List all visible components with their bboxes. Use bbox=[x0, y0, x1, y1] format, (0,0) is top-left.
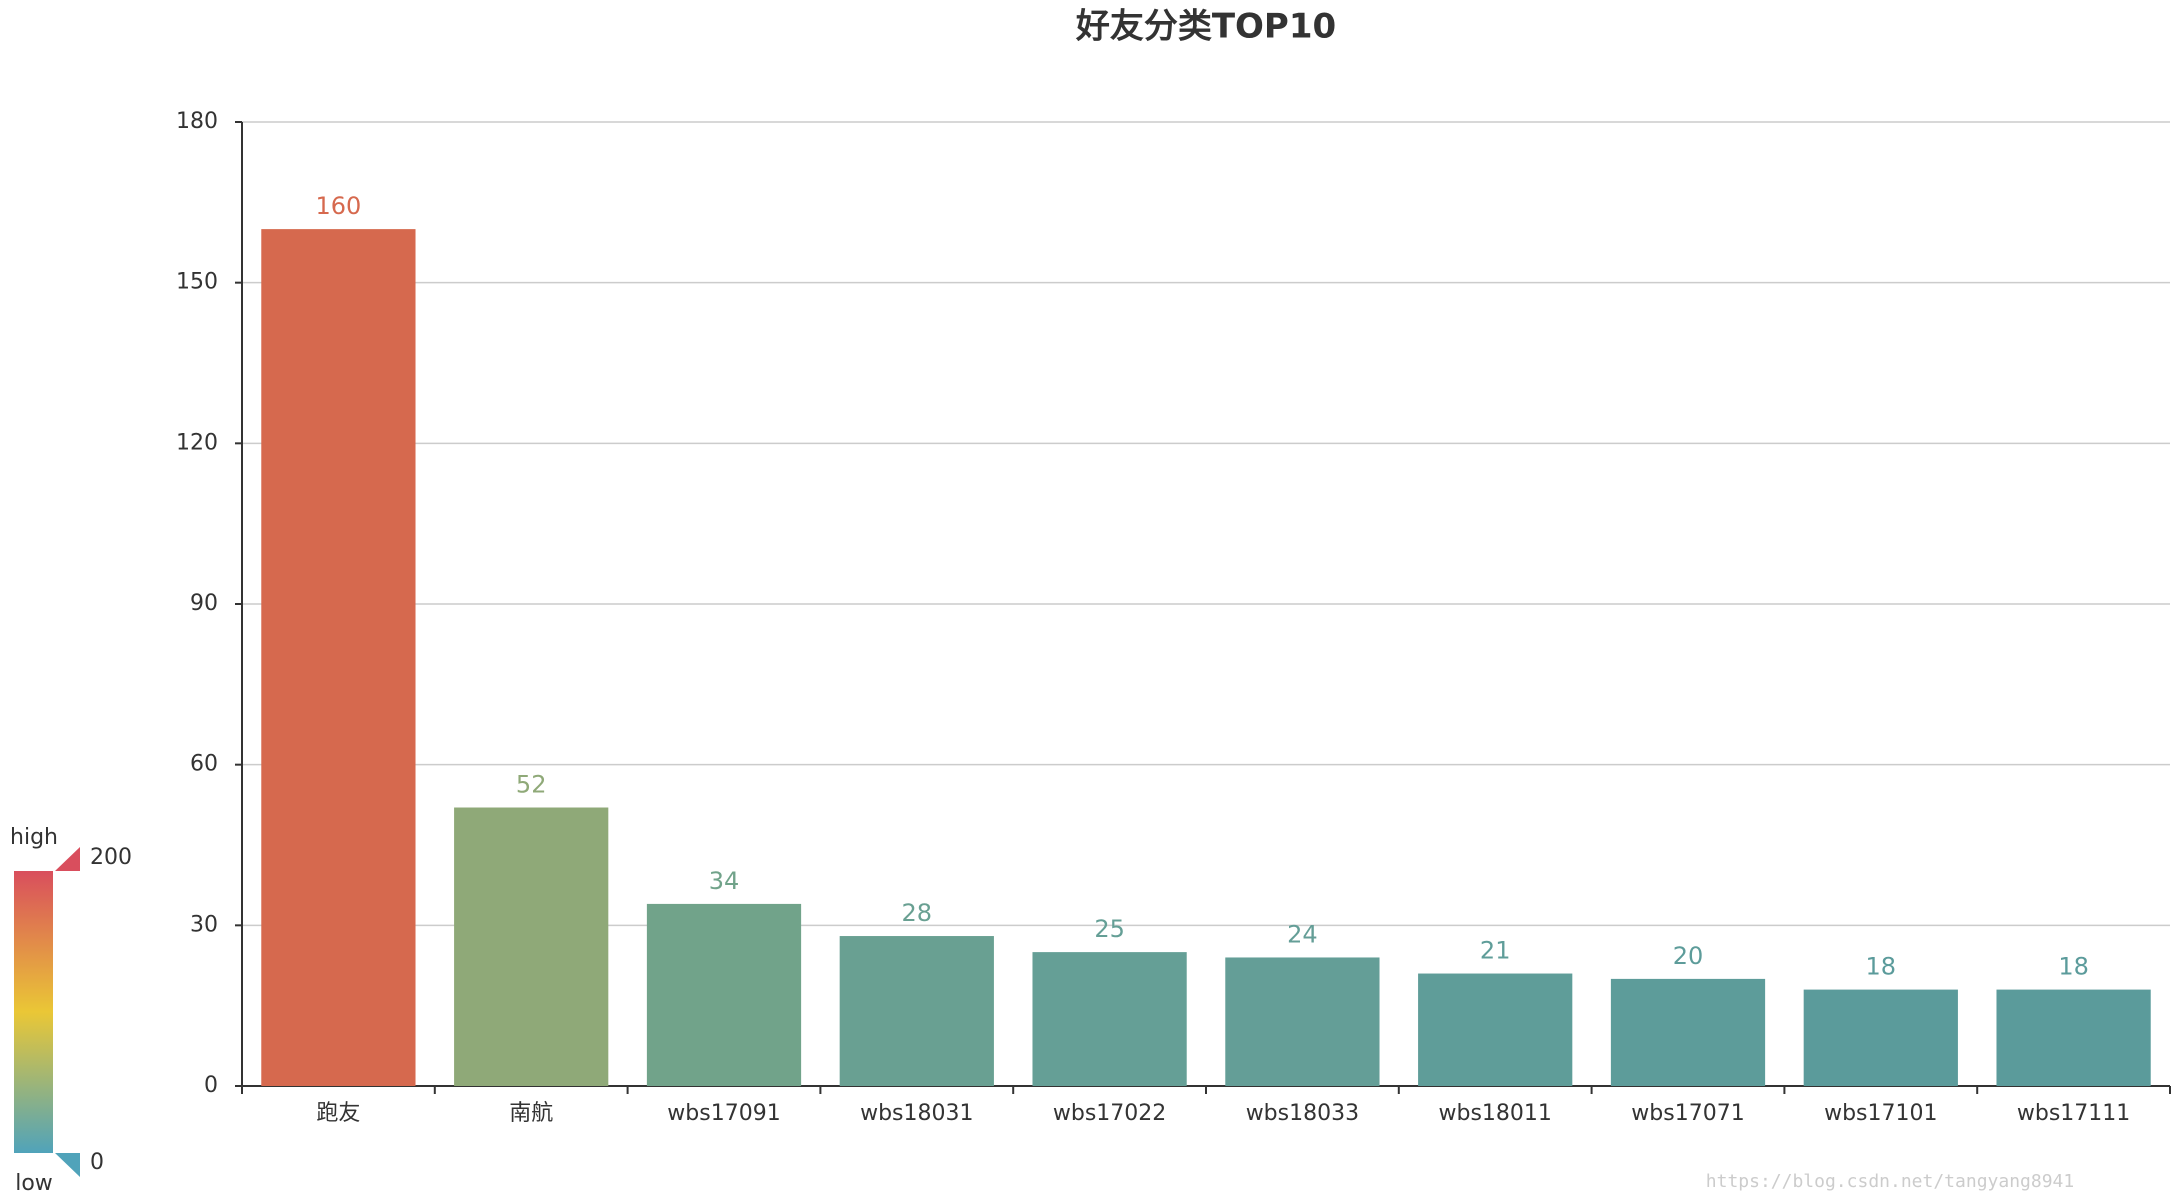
x-tick-label: 跑友 bbox=[316, 1101, 360, 1126]
data-label: 28 bbox=[902, 899, 933, 927]
data-label: 18 bbox=[1866, 953, 1897, 981]
x-tick-label: wbs17071 bbox=[1631, 1101, 1744, 1126]
x-tick-label: wbs18033 bbox=[1246, 1101, 1359, 1126]
bar bbox=[454, 807, 609, 1086]
x-tick-label: 南航 bbox=[509, 1101, 553, 1126]
y-tick-label: 180 bbox=[176, 109, 218, 134]
bar bbox=[1032, 952, 1187, 1086]
y-tick-label: 150 bbox=[176, 270, 218, 295]
visual-map-min: 0 bbox=[90, 1150, 104, 1175]
visual-map-max: 200 bbox=[90, 845, 132, 870]
x-tick-label: wbs18011 bbox=[1438, 1101, 1551, 1126]
data-label: 20 bbox=[1673, 942, 1704, 970]
bar bbox=[261, 229, 416, 1087]
data-label: 24 bbox=[1287, 920, 1318, 948]
bar bbox=[1225, 957, 1380, 1086]
x-tick-label: wbs17101 bbox=[1824, 1101, 1937, 1126]
chart-title: 好友分类TOP10 bbox=[1075, 7, 1336, 47]
visual-map-handle bbox=[55, 1153, 80, 1177]
data-label: 52 bbox=[516, 771, 547, 799]
watermark: https://blog.csdn.net/tangyang8941 bbox=[1706, 1171, 2074, 1192]
x-tick-label: wbs17111 bbox=[2017, 1101, 2130, 1126]
data-label: 21 bbox=[1480, 937, 1511, 965]
data-label: 25 bbox=[1094, 915, 1125, 943]
y-tick-label: 60 bbox=[190, 752, 218, 777]
y-tick-label: 120 bbox=[176, 430, 218, 455]
x-tick-label: wbs17022 bbox=[1053, 1101, 1166, 1126]
bar bbox=[1418, 973, 1573, 1086]
bar bbox=[839, 936, 994, 1086]
bar bbox=[646, 903, 802, 1086]
y-tick-label: 30 bbox=[190, 912, 218, 937]
visual-map-handle bbox=[55, 847, 80, 871]
bar bbox=[1610, 978, 1766, 1086]
data-label: 160 bbox=[315, 192, 361, 220]
visual-map-low: low bbox=[15, 1171, 53, 1196]
data-label: 34 bbox=[709, 867, 740, 895]
bar bbox=[1803, 989, 1958, 1086]
visual-map-high: high bbox=[10, 825, 58, 850]
y-tick-label: 0 bbox=[204, 1073, 218, 1098]
bar bbox=[1996, 989, 2151, 1086]
x-tick-label: wbs18031 bbox=[860, 1101, 973, 1126]
data-label: 18 bbox=[2058, 953, 2089, 981]
visual-map-bar bbox=[14, 871, 53, 1153]
x-tick-label: wbs17091 bbox=[667, 1101, 780, 1126]
y-tick-label: 90 bbox=[190, 591, 218, 616]
